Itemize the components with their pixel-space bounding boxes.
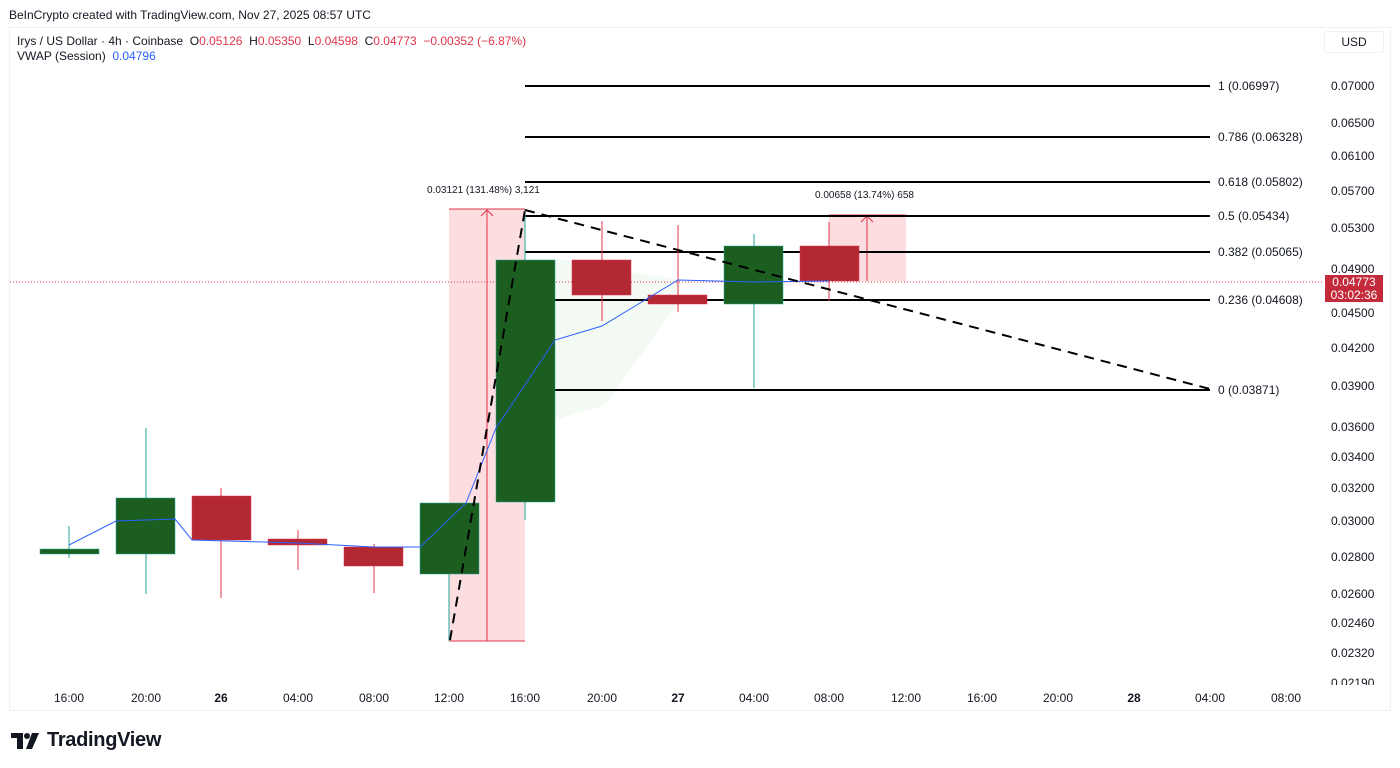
fib-label-0618: 0.618 (0.05802): [1218, 175, 1303, 189]
fib-label-05: 0.5 (0.05434): [1218, 209, 1290, 223]
tradingview-logo-icon: [11, 732, 39, 749]
open-value: 0.05126: [199, 34, 243, 48]
high-value: 0.05350: [257, 34, 302, 48]
vwap-line-series[interactable]: [68, 279, 830, 548]
measure-label-1: 0.03121 (131.48%) 3,121: [427, 185, 540, 196]
change-value: −0.00352 (−6.87%): [423, 34, 527, 48]
chart-caption: BeInCrypto created with TradingView.com,…: [9, 8, 371, 22]
fib-label-0786: 0.786 (0.06328): [1218, 130, 1303, 144]
current-price-value: 0.04773: [1332, 275, 1376, 289]
chart-frame: [9, 27, 1391, 711]
vwap-label[interactable]: VWAP (Session): [17, 49, 106, 63]
vwap-value: 0.04796: [112, 49, 156, 63]
symbol-line: Irys / US Dollar · 4h · Coinbase O0.0512…: [17, 34, 527, 48]
current-price-tag: 0.04773 03:02:36: [1325, 275, 1383, 302]
fib-label-0: 0 (0.03871): [1218, 383, 1280, 397]
fib-label-0382: 0.382 (0.05065): [1218, 245, 1303, 259]
fib-label-1: 1 (0.06997): [1218, 79, 1280, 93]
currency-button[interactable]: USD: [1324, 31, 1384, 53]
trendline-rise[interactable]: [449, 209, 526, 641]
bar-countdown: 03:02:36: [1330, 288, 1378, 302]
candles[interactable]: [39, 210, 860, 641]
tradingview-logo-text: TradingView: [47, 729, 162, 751]
low-value: 0.04598: [314, 34, 358, 48]
measure-label-2: 0.00658 (13.74%) 658: [815, 190, 914, 201]
close-value: 0.04773: [373, 34, 417, 48]
fib-retracement[interactable]: [525, 85, 1210, 391]
tradingview-logo[interactable]: TradingView: [11, 729, 161, 752]
fib-label-0236: 0.236 (0.04608): [1218, 293, 1303, 307]
symbol-name[interactable]: Irys / US Dollar · 4h · Coinbase: [17, 34, 184, 48]
vwap-line: VWAP (Session) 0.04796: [17, 49, 526, 64]
chart-legend: Irys / US Dollar · 4h · Coinbase O0.0512…: [17, 34, 526, 64]
